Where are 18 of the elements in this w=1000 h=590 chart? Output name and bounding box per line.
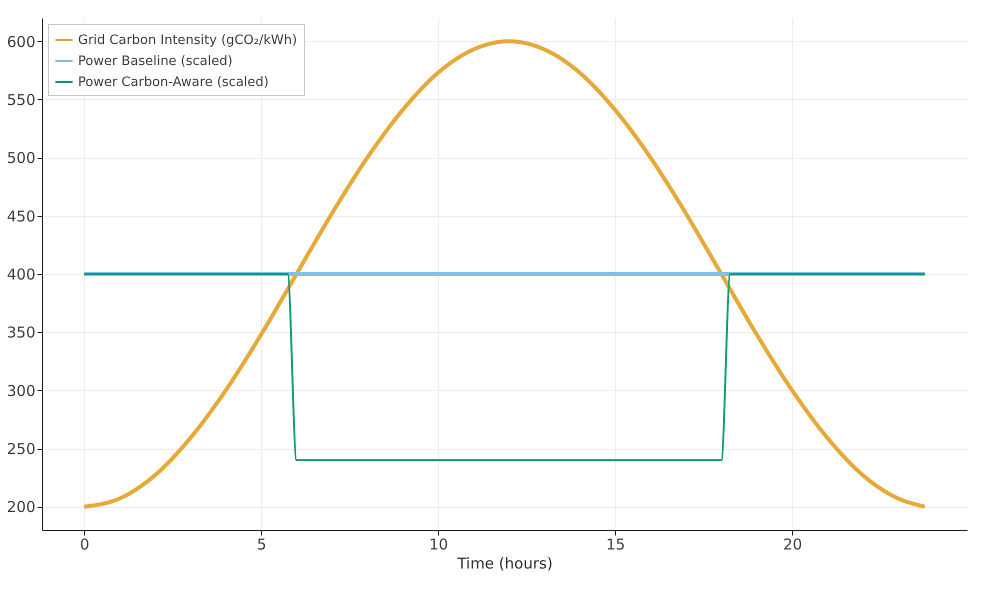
y-tick-label: 450 <box>6 207 36 226</box>
y-tick-label: 350 <box>6 324 36 342</box>
y-tick-label: 200 <box>6 498 36 516</box>
legend-label: Power Carbon-Aware (scaled) <box>78 75 269 90</box>
y-tick-label: 300 <box>6 382 36 400</box>
y-tick-label: 550 <box>6 90 36 109</box>
x-tick-label: 20 <box>783 536 802 554</box>
x-tick-label: 5 <box>256 536 266 554</box>
y-tick-label: 400 <box>6 266 36 284</box>
x-axis-title: Time (hours) <box>456 554 553 572</box>
y-tick-label: 600 <box>6 32 36 51</box>
x-tick-label: 15 <box>606 536 626 554</box>
x-tick-label: 10 <box>429 536 448 554</box>
legend-label: Grid Carbon Intensity (gCO₂/kWh) <box>78 33 298 48</box>
legend-label: Power Baseline (scaled) <box>78 54 233 69</box>
x-tick-label: 0 <box>80 536 90 554</box>
y-tick-label: 250 <box>6 440 36 458</box>
y-tick-label: 500 <box>6 149 36 168</box>
